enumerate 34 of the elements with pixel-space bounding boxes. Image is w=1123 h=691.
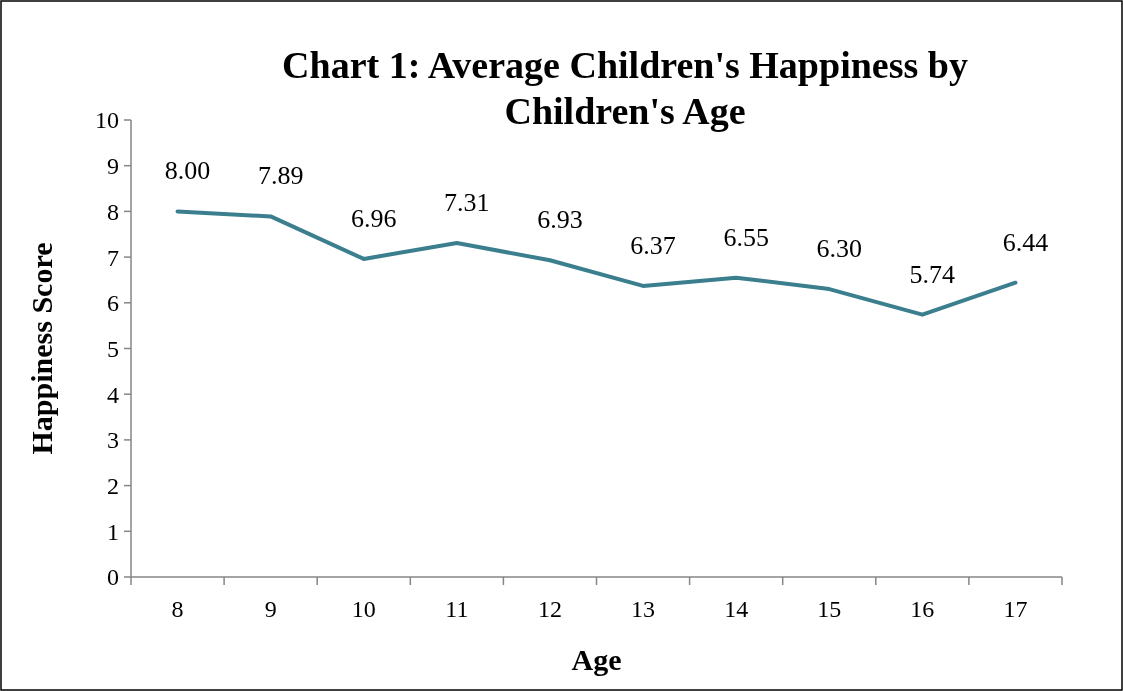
x-tick-label: 17 [1003,596,1028,622]
data-label: 7.31 [444,187,490,217]
y-tick-label: 4 [107,381,119,408]
data-label: 5.74 [909,259,956,289]
data-label: 6.30 [816,234,862,264]
y-axis-title: Happiness Score [25,242,58,455]
y-tick-label: 0 [107,564,119,591]
data-label: 6.55 [723,222,769,252]
x-tick-label: 16 [910,596,935,622]
y-tick-label: 10 [95,107,119,134]
y-tick-label: 5 [107,335,119,362]
x-tick-label: 13 [631,596,656,622]
chart-title: Chart 1: Average Children's Happiness by Children's Age [282,44,968,132]
x-tick-label: 10 [351,596,376,622]
y-tick-label: 9 [107,153,119,180]
data-label: 6.37 [630,230,676,260]
x-tick-label: 14 [724,596,749,622]
x-tick-label: 9 [264,596,277,622]
x-tick-label: 12 [537,596,562,622]
x-tick-label: 8 [171,596,184,622]
y-tick-label: 3 [107,427,119,454]
x-tick-label: 15 [817,596,842,622]
y-tick-label: 6 [107,290,119,317]
data-label: 6.44 [1002,227,1049,257]
y-tick-label: 2 [107,473,119,499]
x-tick-label: 11 [445,596,469,622]
data-label: 7.89 [257,161,304,191]
x-axis-title: Age [571,643,622,676]
data-label: 6.96 [351,203,397,233]
data-label: 8.00 [164,156,211,186]
y-tick-label: 7 [107,244,119,271]
data-label: 6.93 [537,205,583,235]
y-tick-label: 8 [107,198,119,225]
y-tick-label: 1 [107,518,119,545]
